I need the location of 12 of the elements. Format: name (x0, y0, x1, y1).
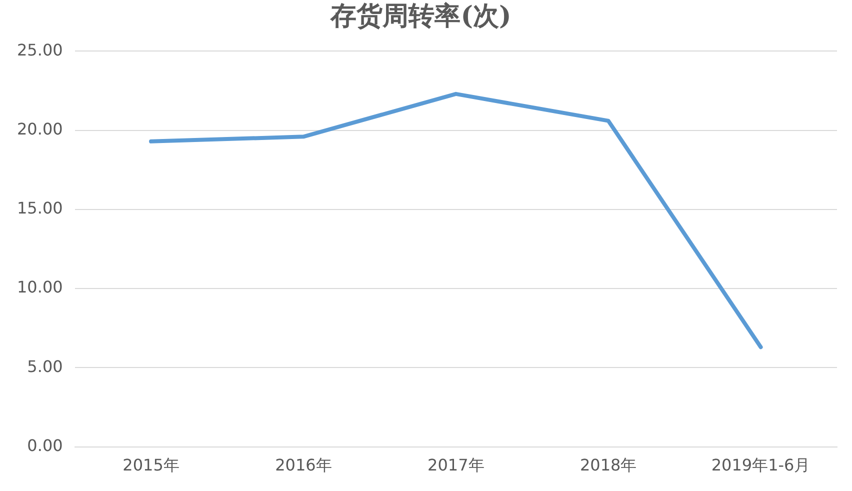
y-tick-label: 15.00 (16, 198, 63, 218)
x-tick-label: 2018年 (580, 456, 637, 475)
x-tick-label: 2015年 (122, 456, 180, 475)
chart-title: 存货周转率(次) (330, 1, 512, 32)
y-tick-label: 20.00 (16, 119, 63, 138)
y-tick-label: 10.00 (16, 278, 63, 297)
x-tick-label: 2016年 (275, 456, 332, 475)
x-tick-label: 2017年 (428, 456, 484, 475)
y-tick-label: 5.00 (27, 356, 63, 376)
y-tick-label: 0.00 (27, 436, 63, 455)
y-tick-label: 25.00 (16, 40, 63, 60)
x-tick-label: 2019年1-6月 (711, 456, 810, 475)
